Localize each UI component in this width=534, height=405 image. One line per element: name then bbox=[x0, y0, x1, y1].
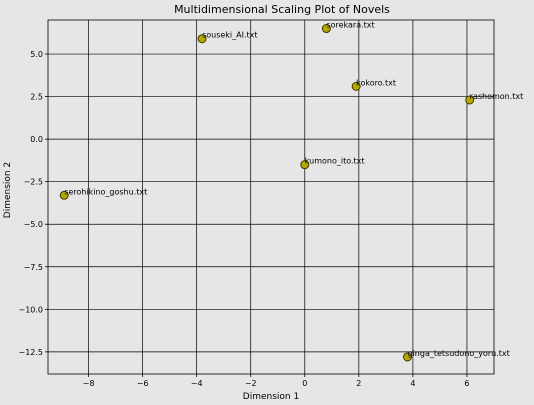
y-tick-label: 2.5 bbox=[30, 93, 43, 102]
x-tick-label: −6 bbox=[137, 379, 149, 388]
plot-frame bbox=[47, 19, 495, 375]
y-tick-label: −10.0 bbox=[18, 305, 43, 314]
chart-title: Multidimensional Scaling Plot of Novels bbox=[174, 3, 390, 16]
data-point-label: rashomon.txt bbox=[470, 92, 524, 101]
data-point-label: ginga_tetsudono_yoru.txt bbox=[408, 349, 510, 358]
x-tick-label: −2 bbox=[245, 379, 257, 388]
x-tick-label: 4 bbox=[410, 379, 415, 388]
y-tick-label: 0.0 bbox=[30, 135, 43, 144]
data-point bbox=[300, 160, 310, 170]
x-tick-label: 6 bbox=[464, 379, 469, 388]
x-tick-label: 2 bbox=[356, 379, 361, 388]
data-point-label: serohikino_goshu.txt bbox=[64, 187, 147, 196]
data-point-label: kumono_ito.txt bbox=[305, 157, 365, 166]
y-tick-label: −5.0 bbox=[24, 220, 43, 229]
data-point bbox=[197, 34, 207, 44]
data-point bbox=[321, 24, 331, 34]
y-tick-label: −7.5 bbox=[24, 263, 43, 272]
x-tick-label: −8 bbox=[83, 379, 95, 388]
data-point bbox=[351, 81, 361, 91]
x-tick-label: 0 bbox=[302, 379, 307, 388]
y-axis-label: Dimension 2 bbox=[3, 162, 13, 218]
data-point bbox=[465, 95, 475, 105]
y-tick-label: −12.5 bbox=[18, 348, 43, 357]
data-point bbox=[403, 352, 413, 362]
plot-background bbox=[48, 20, 494, 374]
data-point-label: sorekara.txt bbox=[326, 21, 374, 30]
data-point-label: souseki_AI.txt bbox=[202, 31, 257, 40]
plot-area: −8 −6 −4 −2 0 2 4 6 5.0 2.5 0.0 −2.5 −5.0 −7.5 −10.0 −1… bbox=[18, 19, 524, 388]
data-point bbox=[59, 190, 69, 200]
x-tick-label: −4 bbox=[191, 379, 203, 388]
y-tick-label: −2.5 bbox=[24, 178, 43, 187]
x-axis-label: Dimension 1 bbox=[243, 392, 299, 402]
y-tick-label: 5.0 bbox=[30, 50, 43, 59]
data-point-label: kokoro.txt bbox=[356, 78, 396, 87]
